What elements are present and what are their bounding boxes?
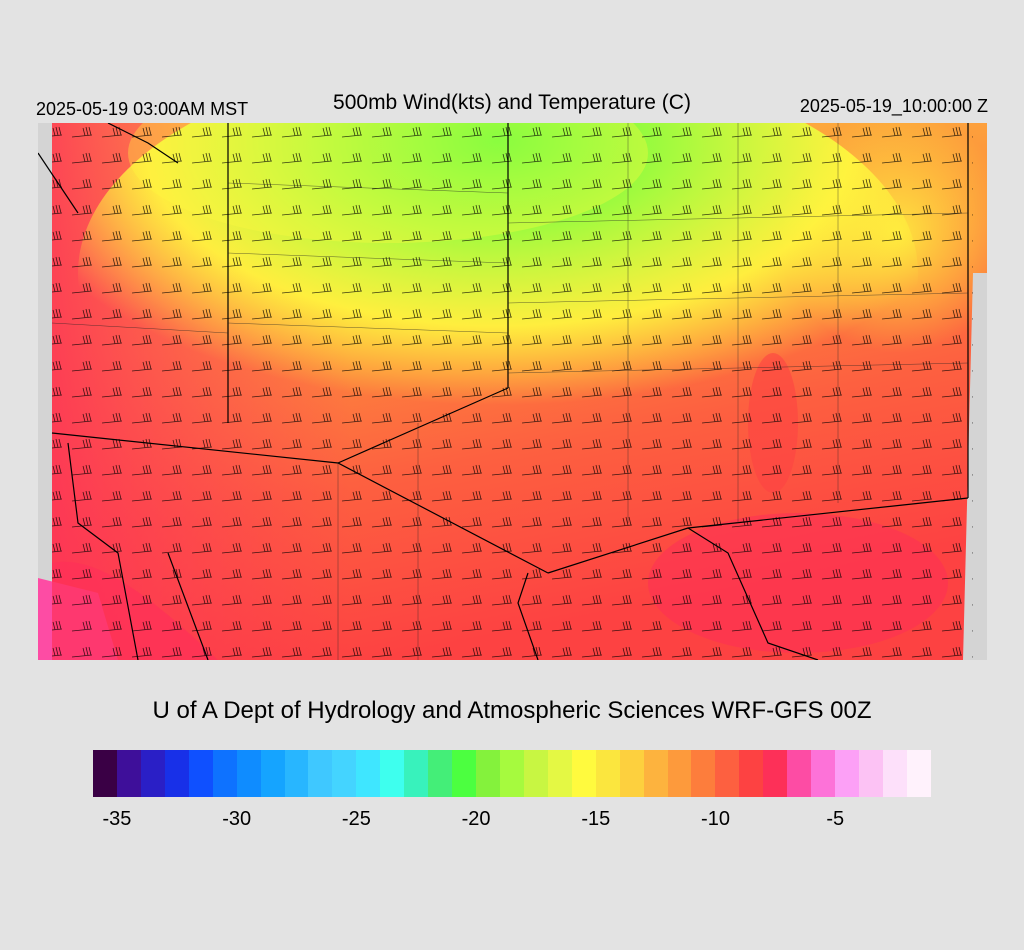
temperature-wind-map [38,123,987,660]
colorbar-swatch [308,750,333,797]
colorbar-tick-label: -35 [102,808,132,830]
colorbar-swatch [691,750,716,797]
colorbar-swatch [404,750,429,797]
colorbar-swatch [476,750,500,797]
colorbar-swatch [499,750,524,797]
colorbar-swatch [356,750,381,797]
colorbar-swatch [212,750,237,797]
colorbar-swatch [595,750,620,797]
colorbar-swatch [619,750,644,797]
colorbar-swatch [715,750,740,797]
colorbar-swatch [643,750,668,797]
colorbar-swatch [571,750,596,797]
colorbar-swatch [523,750,548,797]
temperature-colorbar [93,750,931,797]
colorbar-tick-label: -30 [222,808,252,830]
colorbar-tick-label: -5 [826,808,845,830]
colorbar-swatch [667,750,692,797]
colorbar-swatch [380,750,405,797]
colorbar-swatch [188,750,213,797]
colorbar-swatch [452,750,476,797]
colorbar-swatch [164,750,189,797]
colorbar-swatch [547,750,572,797]
colorbar-swatch [284,750,309,797]
credit-text: U of A Dept of Hydrology and Atmospheric… [152,697,872,724]
colorbar-tick-label: -20 [461,808,491,830]
colorbar-swatch [428,750,453,797]
colorbar-tick-label: -15 [581,808,611,830]
colorbar-swatch [93,750,117,797]
colorbar-swatch [787,750,812,797]
colorbar-swatch [859,750,883,797]
colorbar-swatch [236,750,261,797]
colorbar-swatch [835,750,859,797]
colorbar-swatch [882,750,907,797]
colorbar-swatch [763,750,788,797]
valid-time-label: 2025-05-19_10:00:00 Z [799,96,988,116]
colorbar-swatch [332,750,357,797]
colorbar-swatch [906,750,931,797]
colorbar-swatch [140,750,165,797]
colorbar-swatch [739,750,764,797]
colorbar-tick-label: -10 [701,808,730,830]
local-time-label: 2025-05-19 03:00AM MST [36,99,249,119]
chart-title: 500mb Wind(kts) and Temperature (C) [333,91,691,114]
colorbar-swatch [811,750,836,797]
colorbar-tick-label: -25 [341,808,371,830]
colorbar-ticks: -35 -30 -25 -20 -15 -10 -5 [0,808,1024,838]
colorbar-swatch [116,750,141,797]
colorbar-swatch [260,750,285,797]
